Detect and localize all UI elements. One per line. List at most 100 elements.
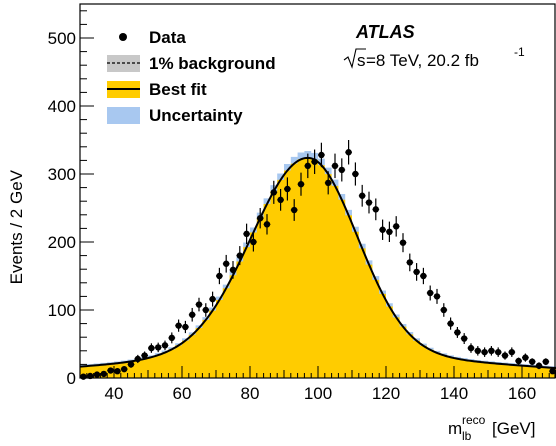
data-point [161,340,169,351]
x-tick-label: 60 [173,384,192,403]
data-marker [216,272,223,280]
y-tick-label: 100 [48,301,76,320]
y-tick-label: 400 [48,97,76,116]
data-point [127,361,135,368]
data-point [311,149,318,174]
data-marker [393,223,400,230]
data-point [345,140,352,165]
data-point [467,343,475,353]
data-marker [345,149,352,156]
data-marker [80,373,87,380]
data-marker [304,162,311,170]
sqrt-symbol [343,48,366,69]
data-point [515,357,522,365]
data-marker [161,342,169,349]
data-marker [141,352,148,359]
data-point [277,188,284,211]
data-point [120,365,128,373]
data-marker [284,185,291,193]
data-marker [291,206,298,214]
data-point [460,333,468,344]
data-point [270,180,278,204]
plot-area [79,140,556,380]
data-marker [331,162,339,170]
data-point [535,362,543,370]
legend-data-label: Data [149,28,186,47]
data-marker [535,362,543,369]
data-point [481,347,488,357]
data-marker [297,181,305,188]
data-marker [209,295,216,303]
data-point [114,368,121,375]
x-axis-title: m reco lb [GeV] [448,413,535,443]
data-point [528,358,536,366]
data-point [93,371,101,378]
y-tick-label: 500 [48,29,76,48]
data-marker [148,344,155,352]
data-marker [121,365,128,373]
data-marker [236,252,243,259]
axes: 40 60 80 100 120 140 160 0 100 200 300 400 500 [48,3,556,403]
legend-uncertainty-label: Uncertainty [149,106,243,125]
data-marker [195,301,203,308]
legend-best-fit-label: Best fit [149,80,207,99]
x-tick-label: 140 [440,384,468,403]
data-marker [263,221,271,228]
data-marker [114,368,121,375]
data-marker [488,347,495,354]
data-point [216,267,223,285]
data-marker [508,348,515,356]
data-point [243,223,250,245]
data-point [474,346,482,356]
data-marker [270,189,277,196]
data-marker [413,268,420,276]
data-point [549,368,556,375]
data-point [399,233,407,253]
data-marker [318,151,325,159]
data-point [501,351,509,360]
data-point [447,317,454,330]
data-marker [352,170,359,178]
data-marker [93,371,101,378]
data-point [338,158,346,182]
x-axis-title-unit: [GeV] [492,419,535,438]
legend: Data 1% background Best fit Uncertainty [107,28,276,125]
data-marker [243,230,250,238]
sqrt-argument: s [357,51,366,70]
data-point [433,288,441,304]
data-point [290,199,298,221]
data-point [250,232,257,252]
data-marker [501,352,509,359]
data-point [508,347,516,357]
data-marker [100,370,108,378]
data-marker [433,293,441,300]
data-marker [495,348,502,356]
data-marker [325,179,332,187]
data-marker [311,158,318,165]
energy-luminosity-label: s =8 TeV, 20.2 fb -1 [343,45,525,70]
data-marker [522,354,529,361]
data-marker [189,311,196,318]
legend-uncertainty-swatch [107,107,140,124]
data-point [324,171,332,195]
data-point [229,261,237,279]
data-point [365,191,373,214]
data-marker [250,238,257,246]
data-marker [223,260,230,267]
x-tick-label: 120 [372,384,400,403]
data-marker [127,361,135,368]
x-tick-label: 40 [105,384,124,403]
data-point [134,354,142,364]
best-fit-histogram [80,157,556,378]
data-point [284,177,291,201]
data-marker [549,368,556,375]
data-point [154,342,162,353]
data-marker [474,347,481,354]
y-tick-label: 300 [48,165,76,184]
x-tick-label: 160 [508,384,536,403]
data-marker [134,355,141,363]
data-point [297,172,305,196]
energy-lumi-text: =8 TeV, 20.2 fb [366,51,479,70]
data-marker [155,344,162,351]
data-point [454,327,461,338]
